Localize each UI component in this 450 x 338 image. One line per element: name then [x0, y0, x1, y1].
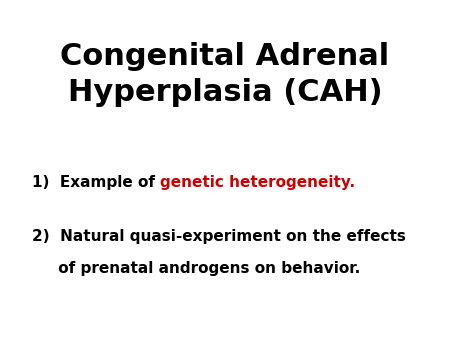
Text: 2)  Natural quasi-experiment on the effects: 2) Natural quasi-experiment on the effec… [32, 229, 405, 244]
Text: genetic heterogeneity.: genetic heterogeneity. [160, 175, 355, 190]
Text: 1)  Example of: 1) Example of [32, 175, 160, 190]
Text: of prenatal androgens on behavior.: of prenatal androgens on behavior. [32, 261, 360, 276]
Text: Congenital Adrenal
Hyperplasia (CAH): Congenital Adrenal Hyperplasia (CAH) [60, 42, 390, 107]
